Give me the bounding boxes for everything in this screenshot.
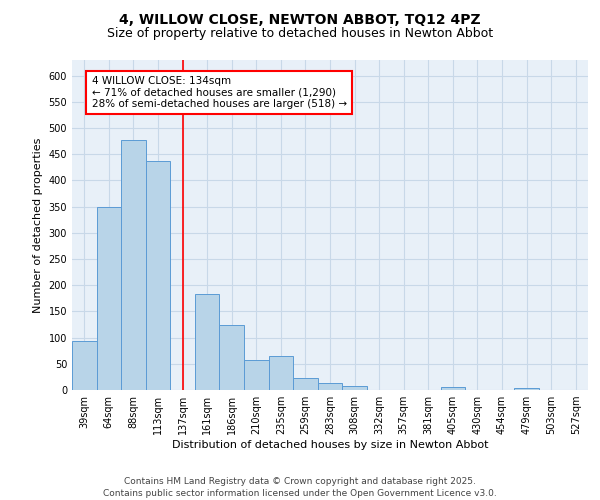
Bar — [269, 356, 293, 390]
Text: Contains HM Land Registry data © Crown copyright and database right 2025.
Contai: Contains HM Land Registry data © Crown c… — [103, 476, 497, 498]
Bar — [72, 342, 97, 390]
Bar — [293, 378, 318, 390]
Bar — [342, 386, 367, 390]
Bar — [244, 360, 269, 390]
Bar — [97, 206, 121, 390]
Text: 4 WILLOW CLOSE: 134sqm
← 71% of detached houses are smaller (1,290)
28% of semi-: 4 WILLOW CLOSE: 134sqm ← 71% of detached… — [92, 76, 347, 109]
Bar — [146, 160, 170, 390]
Text: Size of property relative to detached houses in Newton Abbot: Size of property relative to detached ho… — [107, 28, 493, 40]
X-axis label: Distribution of detached houses by size in Newton Abbot: Distribution of detached houses by size … — [172, 440, 488, 450]
Text: 4, WILLOW CLOSE, NEWTON ABBOT, TQ12 4PZ: 4, WILLOW CLOSE, NEWTON ABBOT, TQ12 4PZ — [119, 12, 481, 26]
Y-axis label: Number of detached properties: Number of detached properties — [33, 138, 43, 312]
Bar — [195, 294, 220, 390]
Bar — [121, 140, 146, 390]
Bar — [440, 388, 465, 390]
Bar — [514, 388, 539, 390]
Bar — [220, 324, 244, 390]
Bar — [318, 383, 342, 390]
